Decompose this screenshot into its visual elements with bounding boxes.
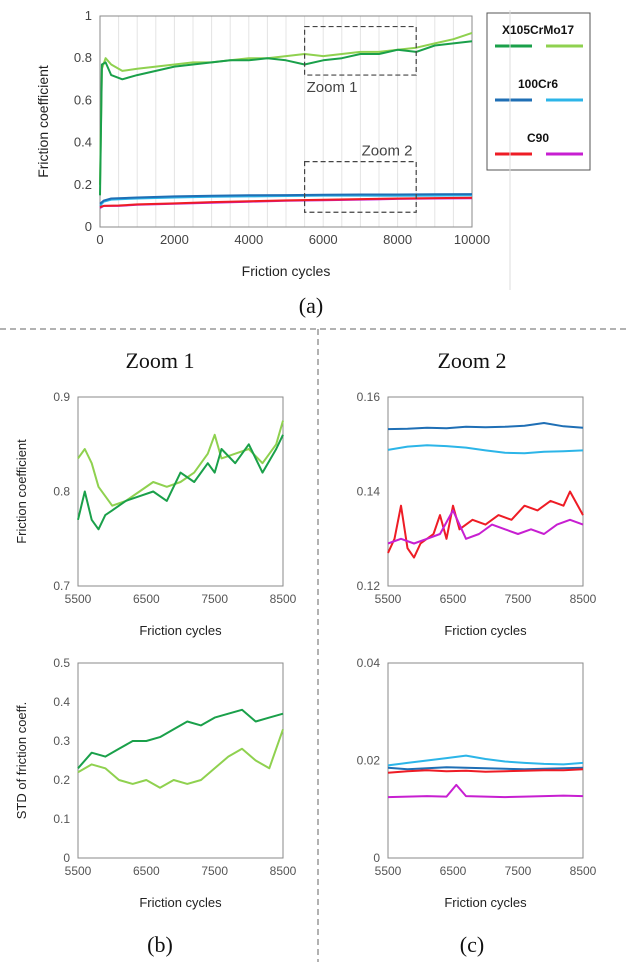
- c-top-x-tick-label: 5500: [375, 592, 402, 606]
- b-bottom-y-tick-label: 0: [63, 851, 70, 865]
- c-top-series-line-2: [387, 490, 584, 559]
- b-top-x-tick-label: 8500: [270, 592, 297, 606]
- b-top-x-axis-label: Friction cycles: [139, 623, 222, 638]
- a-zoom-box-2: [304, 160, 417, 213]
- b-bottom-y-tick-label: 0.1: [53, 812, 70, 826]
- a-x-tick-label: 6000: [309, 232, 338, 247]
- b-bottom-series-line-0: [77, 708, 284, 769]
- c-top-series-line-0: [387, 422, 584, 431]
- legend-box: [486, 12, 591, 171]
- caption-a: (a): [299, 293, 323, 318]
- b-bottom-x-axis-label: Friction cycles: [139, 895, 222, 910]
- b-top-plot-frame: [77, 396, 284, 587]
- b-top-x-tick-label: 7500: [201, 592, 228, 606]
- a-x-axis-label: Friction cycles: [242, 263, 331, 279]
- caption-c: (c): [460, 932, 484, 957]
- a-y-tick-label: 0.6: [74, 92, 92, 107]
- b-bottom-y-tick-label: 0.4: [53, 695, 70, 709]
- c-bottom-x-tick-label: 8500: [570, 864, 597, 878]
- b-top-y-tick-label: 0.8: [53, 485, 70, 499]
- c-bottom-series-line-0: [387, 754, 584, 767]
- a-y-tick-label: 0: [85, 219, 92, 234]
- b-bottom-x-tick-label: 6500: [133, 864, 160, 878]
- c-bottom-x-tick-label: 7500: [505, 864, 532, 878]
- caption-b: (b): [147, 932, 173, 957]
- b-top-series-line-1: [77, 434, 284, 531]
- chart-c-top: 5500 6500 7500 8500 0.12 0.14 0.16 Friction cyc…: [357, 390, 597, 638]
- legend-entry-label: C90: [527, 131, 549, 145]
- a-x-tick-label: 4000: [234, 232, 263, 247]
- c-top-y-tick-label: 0.16: [357, 390, 381, 404]
- b-bottom-x-tick-label: 8500: [270, 864, 297, 878]
- chart-b-top: 5500 6500 7500 8500 0.7 0.8 0.9 Friction cycles…: [14, 390, 297, 638]
- c-top-x-tick-label: 7500: [505, 592, 532, 606]
- a-x-tick-label: 10000: [454, 232, 490, 247]
- a-y-axis-label: Friction coefficient: [35, 65, 51, 178]
- c-bottom-x-tick-label: 5500: [375, 864, 402, 878]
- a-y-tick-label: 0.8: [74, 50, 92, 65]
- b-bottom-series-line-1: [77, 728, 284, 789]
- c-top-x-axis-label: Friction cycles: [444, 623, 527, 638]
- a-x-tick-label: 2000: [160, 232, 189, 247]
- c-bottom-y-tick-label: 0.04: [357, 656, 381, 670]
- chart-b-bottom: 5500 6500 7500 8500 0 0.1 0.2 0.3 0.4 0.5 Friction…: [14, 656, 297, 910]
- c-bottom-series-line-3: [387, 783, 584, 799]
- chart-c-bottom: 5500 6500 7500 8500 0 0.02 0.04 Friction cycles: [357, 656, 597, 910]
- b-top-y-axis-label: Friction coefficient: [14, 439, 29, 544]
- b-top-y-tick-label: 0.7: [53, 579, 70, 593]
- b-bottom-y-tick-label: 0.3: [53, 734, 70, 748]
- a-y-tick-label: 0.4: [74, 135, 92, 150]
- c-top-x-tick-label: 8500: [570, 592, 597, 606]
- c-top-x-tick-label: 6500: [440, 592, 467, 606]
- c-bottom-series-line-2: [387, 768, 584, 774]
- b-bottom-y-tick-label: 0.5: [53, 656, 70, 670]
- b-top-series-line-0: [77, 420, 284, 507]
- c-bottom-y-tick-label: 0: [373, 851, 380, 865]
- b-top-y-tick-label: 0.9: [53, 390, 70, 404]
- legend-entry-label: X105CrMo17: [502, 23, 574, 37]
- chart-a: 0 2000 4000 6000 8000 10000 0 0.2 0.4 0.6 0.8 1 Fric…: [35, 8, 490, 279]
- b-bottom-y-axis-label: STD of friction coeff.: [14, 702, 29, 820]
- a-series-line-1: [99, 40, 473, 196]
- b-bottom-y-tick-label: 0.2: [53, 773, 70, 787]
- title-zoom1: Zoom 1: [125, 348, 194, 373]
- title-zoom2: Zoom 2: [437, 348, 506, 373]
- a-series-line-3: [99, 193, 473, 205]
- c-top-y-tick-label: 0.14: [357, 485, 381, 499]
- b-top-x-tick-label: 5500: [65, 592, 92, 606]
- a-plot-frame: [99, 15, 473, 228]
- a-series-line-5: [99, 196, 473, 208]
- b-bottom-x-tick-label: 7500: [201, 864, 228, 878]
- b-top-x-tick-label: 6500: [133, 592, 160, 606]
- c-bottom-series-line-1: [387, 766, 584, 771]
- a-x-tick-label: 0: [96, 232, 103, 247]
- c-top-y-tick-label: 0.12: [357, 579, 381, 593]
- a-x-tick-label: 8000: [383, 232, 412, 247]
- a-zoom-label-2: Zoom 2: [362, 143, 413, 160]
- c-bottom-x-tick-label: 6500: [440, 864, 467, 878]
- a-series-line-2: [99, 194, 473, 207]
- c-top-series-line-3: [387, 509, 584, 545]
- legend: X105CrMo17 100Cr6 C90: [486, 12, 591, 171]
- c-top-series-line-1: [387, 444, 584, 455]
- c-bottom-plot-frame: [387, 662, 584, 859]
- legend-entry-label: 100Cr6: [518, 77, 558, 91]
- c-top-plot-frame: [387, 396, 584, 587]
- a-zoom-label-1: Zoom 1: [307, 79, 358, 96]
- b-bottom-x-tick-label: 5500: [65, 864, 92, 878]
- a-y-tick-label: 0.2: [74, 177, 92, 192]
- a-y-tick-label: 1: [85, 8, 92, 23]
- c-bottom-y-tick-label: 0.02: [357, 754, 381, 768]
- c-bottom-x-axis-label: Friction cycles: [444, 895, 527, 910]
- b-bottom-plot-frame: [77, 662, 284, 859]
